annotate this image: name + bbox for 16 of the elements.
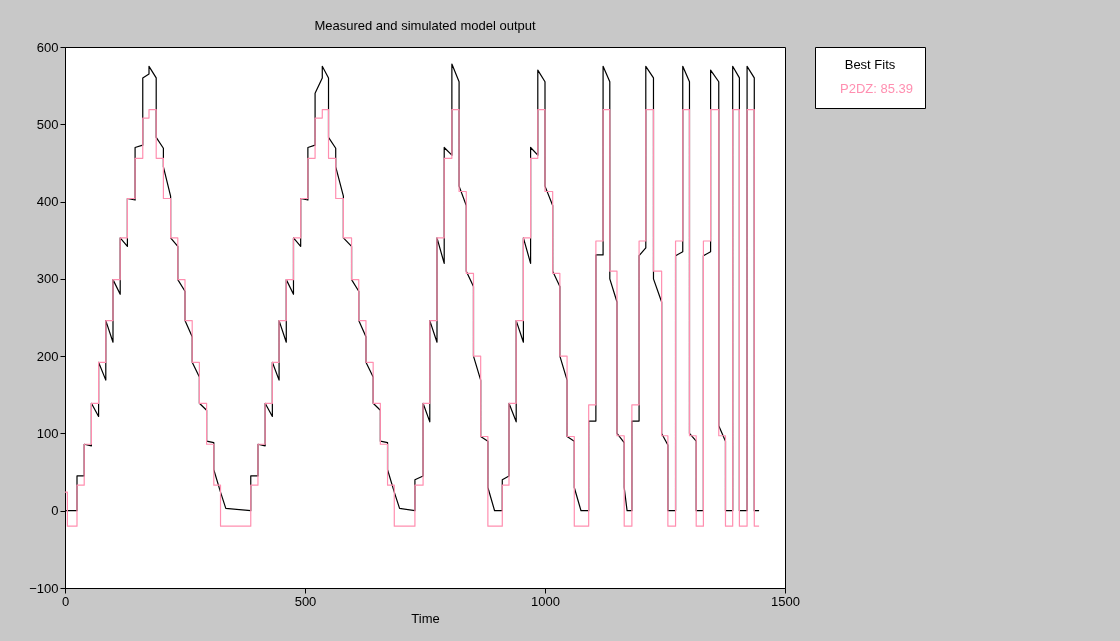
text: P2DZ: 85.39 xyxy=(840,80,913,96)
x-tick-label: 500 xyxy=(294,593,317,609)
y-tick-label: 0 xyxy=(51,503,59,519)
legend-title: Best Fits xyxy=(844,57,896,72)
x-tick-label: 1000 xyxy=(531,593,560,609)
y-tick-label: −100 xyxy=(29,580,59,596)
y-tick-label: 500 xyxy=(36,116,59,132)
y-tick-label: 600 xyxy=(36,39,59,55)
y-tick-label: 100 xyxy=(36,425,59,441)
y-tick-label: 200 xyxy=(36,348,59,364)
x-tick-label: 1500 xyxy=(771,593,800,609)
y-tick-label: 400 xyxy=(36,194,59,210)
y-tick-label: 300 xyxy=(36,271,59,287)
chart-title: Measured and simulated model output xyxy=(314,18,536,33)
x-tick-label: 0 xyxy=(61,593,70,609)
x-axis-title: Time xyxy=(411,610,440,626)
